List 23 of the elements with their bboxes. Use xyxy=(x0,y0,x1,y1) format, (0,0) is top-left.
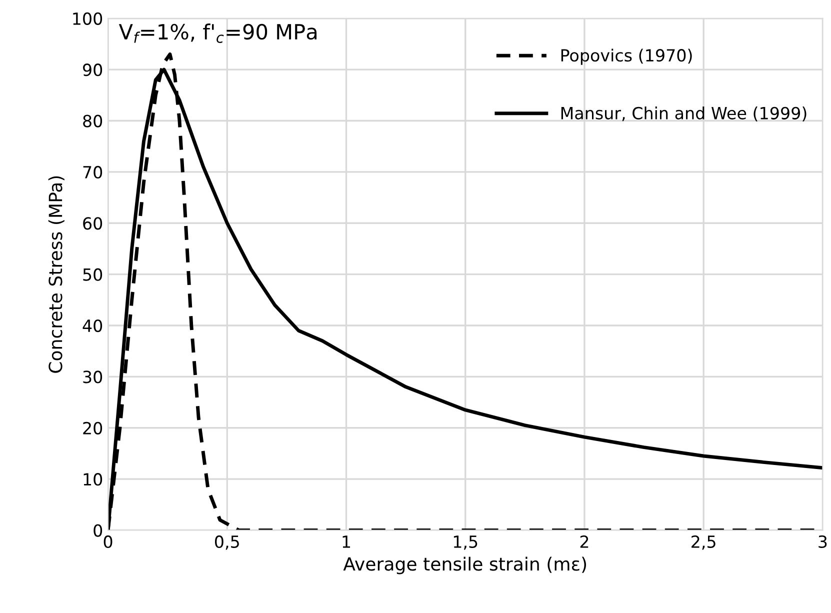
y-tick-label: 100 xyxy=(73,12,102,25)
x-tick-label: 0,5 xyxy=(214,535,239,550)
x-tick-label: 3 xyxy=(818,535,827,548)
y-tick-label: 70 xyxy=(83,166,102,179)
x-tick-label: 2 xyxy=(580,535,588,548)
y-tick-label: 30 xyxy=(83,370,102,384)
x-tick-label: 1 xyxy=(342,536,350,548)
y-tick-label: 10 xyxy=(84,473,102,486)
y-tick-label: 50 xyxy=(83,268,102,281)
legend-label: Popovics (1970) xyxy=(561,48,692,65)
x-tick-label: 0 xyxy=(104,535,112,548)
y-tick-label: 20 xyxy=(83,422,102,434)
y-tick-label: 0 xyxy=(94,524,102,537)
y-tick-label: 60 xyxy=(83,217,102,230)
y-tick-label: 80 xyxy=(83,114,102,128)
y-tick-label: 40 xyxy=(82,319,102,332)
annotation: V$_{f}$=1%, f'$_{c}$=90 MPa xyxy=(118,24,317,43)
x-tick-label: 2,5 xyxy=(692,535,716,550)
legend-label: Mansur, Chin and Wee (1999) xyxy=(561,106,806,122)
x-tick-label: 1,5 xyxy=(454,536,478,550)
y-tick-label: 90 xyxy=(83,64,102,76)
y-axis-title: Concrete Stress (MPa) xyxy=(48,176,64,373)
x-axis-title: Average tensile strain (mε) xyxy=(343,556,586,574)
